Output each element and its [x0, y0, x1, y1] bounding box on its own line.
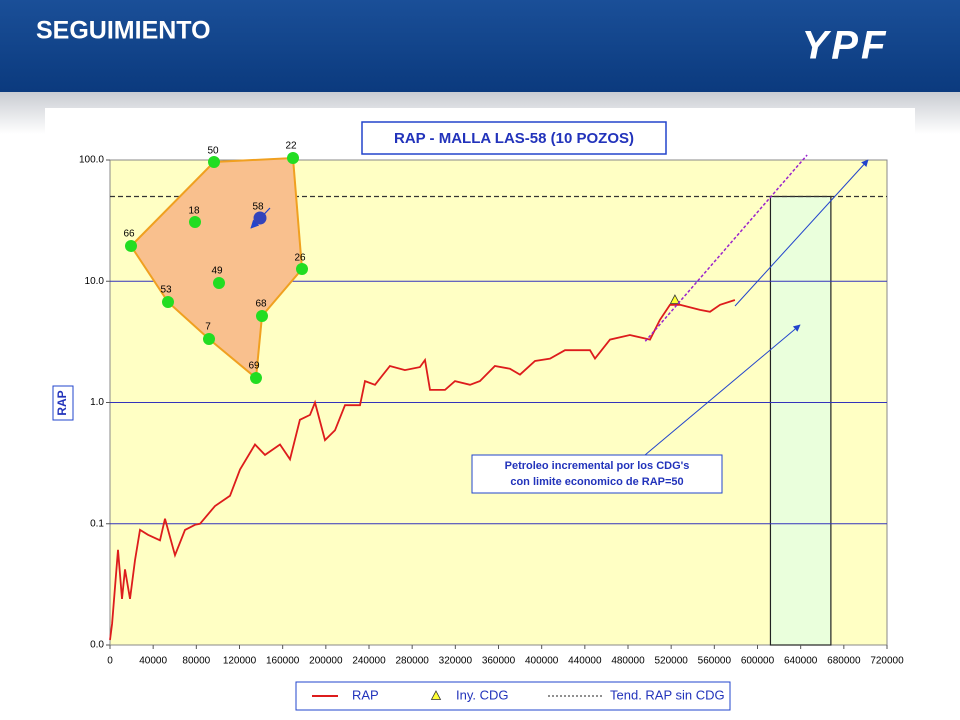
logo: YPF [802, 24, 889, 68]
chart-title: RAP - MALLA LAS-58 (10 POZOS) [394, 130, 634, 147]
data-line [109, 299, 736, 641]
data-marker [669, 294, 681, 304]
annotation-box [471, 454, 723, 494]
x-tick-label: 320000 [439, 656, 473, 667]
well-label: 66 [123, 229, 135, 240]
well [256, 310, 268, 322]
x-tick-label: 200000 [309, 656, 343, 667]
annotation: con limite economico de RAP=50 [510, 476, 683, 488]
x-tick-label: 240000 [352, 656, 386, 667]
x-tick-label: 80000 [182, 656, 210, 667]
x-tick-label: 360000 [482, 656, 516, 667]
y-tick-label: 10.0 [85, 276, 105, 287]
legend-symbol [430, 690, 442, 700]
x-tick-label: 160000 [266, 656, 300, 667]
y-axis-label: RAP [55, 390, 69, 415]
x-tick-label: 640000 [784, 656, 818, 667]
trend-line [644, 154, 808, 342]
x-tick-label: 720000 [870, 656, 904, 667]
well-label: 50 [207, 146, 219, 157]
legend [295, 681, 731, 711]
well-label: 49 [211, 266, 223, 277]
x-tick-label: 440000 [568, 656, 602, 667]
well [213, 277, 225, 289]
y-tick-label: 0.0 [90, 640, 104, 651]
x-tick-label: 0 [107, 656, 113, 667]
y-tick-label: 1.0 [90, 397, 104, 408]
well-label: 22 [285, 141, 297, 152]
annotation-arrow [734, 159, 869, 307]
page-title: SEGUIMIENTO [36, 17, 211, 45]
x-tick-label: 520000 [654, 656, 688, 667]
well [208, 156, 220, 168]
annotation-arrow [644, 324, 801, 456]
well-label: 7 [205, 322, 211, 333]
annotation: Petroleo incremental por los CDG's [505, 460, 690, 472]
well [162, 296, 174, 308]
legend-label: Iny. CDG [456, 687, 509, 702]
well-label: 26 [294, 253, 306, 264]
well-label: 69 [248, 361, 260, 372]
well [189, 216, 201, 228]
x-tick-label: 120000 [223, 656, 257, 667]
x-tick-label: 40000 [139, 656, 167, 667]
x-tick-label: 400000 [525, 656, 559, 667]
x-tick-label: 600000 [741, 656, 775, 667]
x-tick-label: 560000 [698, 656, 732, 667]
highlight-band [769, 195, 832, 646]
well-injector [253, 211, 267, 225]
legend-label: Tend. RAP sin CDG [610, 687, 725, 702]
x-tick-label: 280000 [395, 656, 429, 667]
well [287, 152, 299, 164]
y-tick-label: 0.1 [90, 518, 104, 529]
well [296, 263, 308, 275]
x-tick-label: 680000 [827, 656, 861, 667]
well-map: 50 22 58 18 66 26 49 53 68 7 69 [123, 141, 308, 384]
well [250, 372, 262, 384]
legend-label: RAP [352, 687, 379, 702]
header-band [0, 0, 960, 92]
well [125, 240, 137, 252]
title-box [361, 121, 667, 155]
well-label: 58 [252, 202, 264, 213]
well-label: 18 [188, 206, 200, 217]
y-label-box [52, 385, 74, 421]
x-tick-label: 480000 [611, 656, 645, 667]
well-label: 53 [160, 285, 172, 296]
y-tick-label: 100.0 [79, 155, 104, 166]
well-label: 68 [255, 299, 267, 310]
well [203, 333, 215, 345]
